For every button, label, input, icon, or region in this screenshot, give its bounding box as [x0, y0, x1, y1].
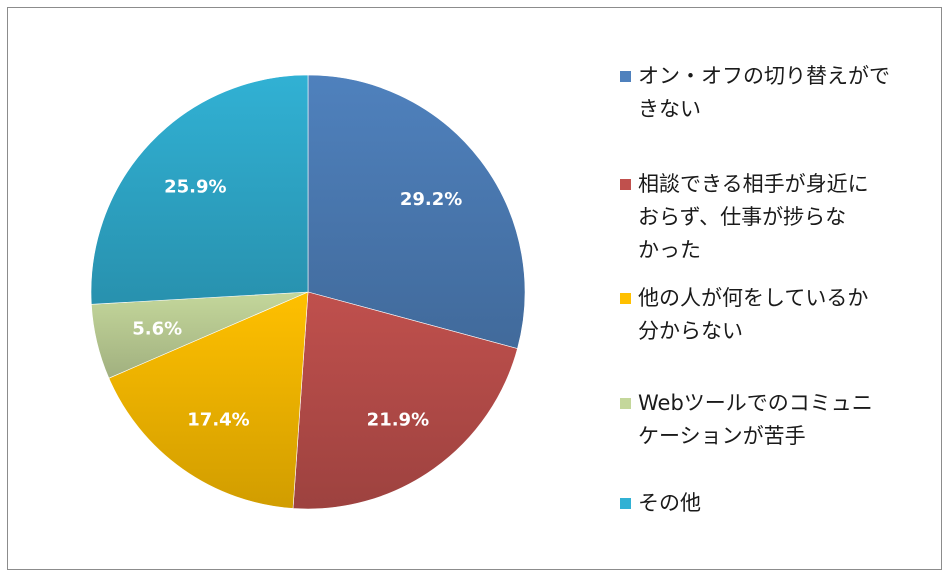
legend-swatch-4: [620, 398, 631, 409]
legend-label-line: ケーションが苦手: [638, 424, 806, 448]
legend-label-line: 分からない: [638, 319, 743, 343]
legend-label-line: Webツールでのコミュニ: [638, 391, 873, 415]
legend-label-1: オン・オフの切り替えがで きない: [638, 60, 910, 126]
legend-label-line: かった: [638, 238, 701, 262]
legend-label-line: 他の人が何をしているか: [638, 286, 869, 310]
data-label-1: 29.2%: [400, 189, 462, 210]
legend-swatch-5: [620, 498, 631, 509]
pie-slice-2: [292, 291, 518, 510]
legend-swatch-1: [620, 71, 631, 82]
legend-swatch-2: [620, 179, 631, 190]
legend-swatch-3: [620, 293, 631, 304]
data-label-3: 17.4%: [187, 410, 249, 431]
pie-data-labels: 29.2% 21.9% 17.4% 5.6% 25.9%: [132, 177, 462, 431]
legend-label-line: オン・オフの切り替えがで: [638, 64, 890, 88]
legend-label-2: 相談できる相手が身近に おらず、仕事が捗らな かった: [638, 168, 910, 267]
pie-slice-3: [108, 291, 309, 509]
pie-chart: 29.2% 21.9% 17.4% 5.6% 25.9%: [90, 74, 526, 510]
legend-label-line: 相談できる相手が身近に: [638, 172, 869, 196]
legend-label-line: おらず、仕事が捗らな: [638, 205, 847, 229]
legend-label-line: きない: [638, 97, 701, 121]
legend-label-4: Webツールでのコミュニ ケーションが苦手: [638, 387, 910, 453]
data-label-4: 5.6%: [132, 319, 182, 340]
pie-slice-1: [307, 74, 526, 349]
data-label-2: 21.9%: [367, 409, 429, 430]
data-label-5: 25.9%: [164, 177, 226, 198]
legend-label-5: その他: [638, 487, 910, 520]
pie-slice-5: [90, 74, 309, 305]
chart-frame: 29.2% 21.9% 17.4% 5.6% 25.9% オン・オフの切り替えがで きない…: [7, 7, 942, 570]
pie-slices: [90, 74, 526, 510]
legend-label-3: 他の人が何をしているか 分からない: [638, 282, 910, 348]
legend-label-line: その他: [638, 491, 701, 515]
